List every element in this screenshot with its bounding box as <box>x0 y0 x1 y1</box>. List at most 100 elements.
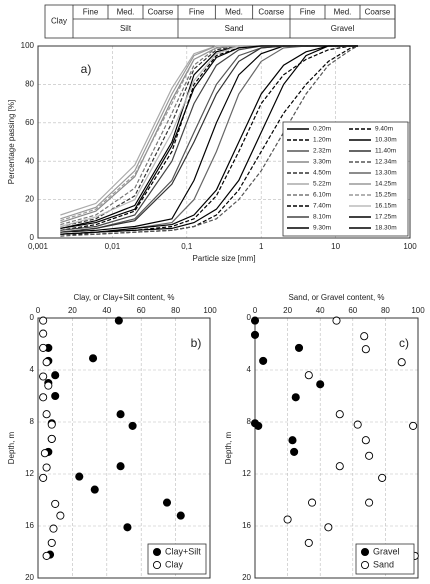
x-tick-label: 0,001 <box>28 242 49 251</box>
x-axis-title: Clay, or Clay+Silt content, % <box>73 293 174 302</box>
plot-frame <box>254 317 419 579</box>
legend-label: 5.22m <box>313 181 331 188</box>
legend-label: 8.10m <box>313 214 331 221</box>
legend-label: 11.40m <box>375 148 396 155</box>
data-point <box>324 523 333 532</box>
legend-label: 9.30m <box>313 225 331 232</box>
y-tick-label: 100 <box>21 41 35 50</box>
y-tick-label: 4 <box>247 365 252 374</box>
panel-label: c) <box>399 336 409 350</box>
legend-label: 4.50m <box>313 170 331 177</box>
x-tick-label: 60 <box>348 306 357 315</box>
legend-marker <box>360 547 370 557</box>
x-axis-title: Particle size [mm] <box>192 254 255 263</box>
data-point <box>304 538 313 547</box>
data-point <box>360 332 369 341</box>
legend-label: 12.34m <box>375 159 397 166</box>
data-point <box>39 473 48 482</box>
y-tick-label: 16 <box>242 521 251 530</box>
data-point <box>259 356 268 365</box>
x-tick-label: 100 <box>203 306 217 315</box>
legend-label: 1.20m <box>313 137 331 144</box>
data-point <box>39 316 48 325</box>
data-point <box>51 499 60 508</box>
x-tick-label: 1 <box>259 242 264 251</box>
x-tick-label: 80 <box>171 306 180 315</box>
y-tick-label: 0 <box>30 313 35 322</box>
y-tick-label: 0 <box>247 313 252 322</box>
data-point <box>42 410 51 419</box>
y-axis-title: Depth, m <box>224 431 233 464</box>
y-axis-title: Depth, m <box>7 431 16 464</box>
data-point <box>304 371 313 380</box>
subgroup-label: Coarse <box>258 8 284 17</box>
subgroup-label: Med. <box>334 8 352 17</box>
data-point <box>49 524 58 533</box>
data-point <box>316 380 325 389</box>
data-point <box>42 358 51 367</box>
legend-marker <box>360 560 370 570</box>
legend-label: 10.30m <box>375 137 397 144</box>
grading-curve <box>60 45 358 235</box>
data-point <box>378 473 387 482</box>
data-point <box>162 498 172 507</box>
legend-label: 15.25m <box>375 192 397 199</box>
group-label: Sand <box>225 24 244 33</box>
x-tick-label: 20 <box>68 306 77 315</box>
data-point <box>42 463 51 472</box>
legend-label: Clay <box>165 559 184 569</box>
data-point <box>39 372 48 381</box>
data-point <box>288 436 297 445</box>
data-point <box>335 410 344 419</box>
data-point <box>51 391 60 401</box>
x-tick-label: 10 <box>331 242 340 251</box>
legend-label: 14.25m <box>375 181 397 188</box>
data-point <box>40 449 49 458</box>
y-tick-label: 12 <box>242 469 251 478</box>
x-tick-label: 80 <box>381 306 390 315</box>
data-point <box>128 421 137 430</box>
data-point <box>291 393 300 402</box>
y-tick-label: 20 <box>25 573 34 582</box>
subgroup-label: Fine <box>300 8 316 17</box>
data-point <box>90 485 99 494</box>
y-tick-label: 20 <box>242 573 251 582</box>
group-label: Gravel <box>331 24 355 33</box>
data-point <box>47 538 56 547</box>
legend-label: 13.30m <box>375 170 397 177</box>
legend-label: 16.15m <box>375 203 397 210</box>
data-point <box>307 498 317 507</box>
data-point <box>123 523 132 532</box>
x-tick-label: 100 <box>403 242 417 251</box>
y-tick-label: 16 <box>25 521 34 530</box>
data-point <box>51 371 60 380</box>
subgroup-label: Fine <box>83 8 99 17</box>
x-tick-label: 0,01 <box>105 242 121 251</box>
y-tick-label: 0 <box>30 233 35 242</box>
data-point <box>353 420 362 429</box>
panel-label: b) <box>191 336 202 350</box>
legend-label: 0.20m <box>313 126 331 133</box>
y-axis-title: Percentage passing [%] <box>7 100 16 185</box>
grading-curve <box>60 45 359 237</box>
data-point <box>283 515 292 524</box>
subgroup-label: Coarse <box>148 8 174 17</box>
data-point <box>39 329 48 338</box>
data-point <box>176 511 185 520</box>
x-tick-label: 100 <box>411 306 425 315</box>
x-tick-label: 20 <box>283 306 292 315</box>
plot-frame <box>37 317 211 579</box>
legend-marker <box>152 560 162 570</box>
data-point <box>254 421 263 430</box>
legend-label: 7.40m <box>313 203 331 210</box>
x-tick-label: 60 <box>137 306 146 315</box>
data-point <box>116 462 125 471</box>
data-point <box>361 345 370 354</box>
y-tick-label: 20 <box>25 195 34 204</box>
data-point <box>75 472 84 481</box>
data-point <box>39 343 48 352</box>
x-tick-label: 40 <box>102 306 111 315</box>
x-tick-label: 40 <box>316 306 325 315</box>
y-tick-label: 80 <box>25 80 34 89</box>
y-tick-label: 60 <box>25 118 34 127</box>
